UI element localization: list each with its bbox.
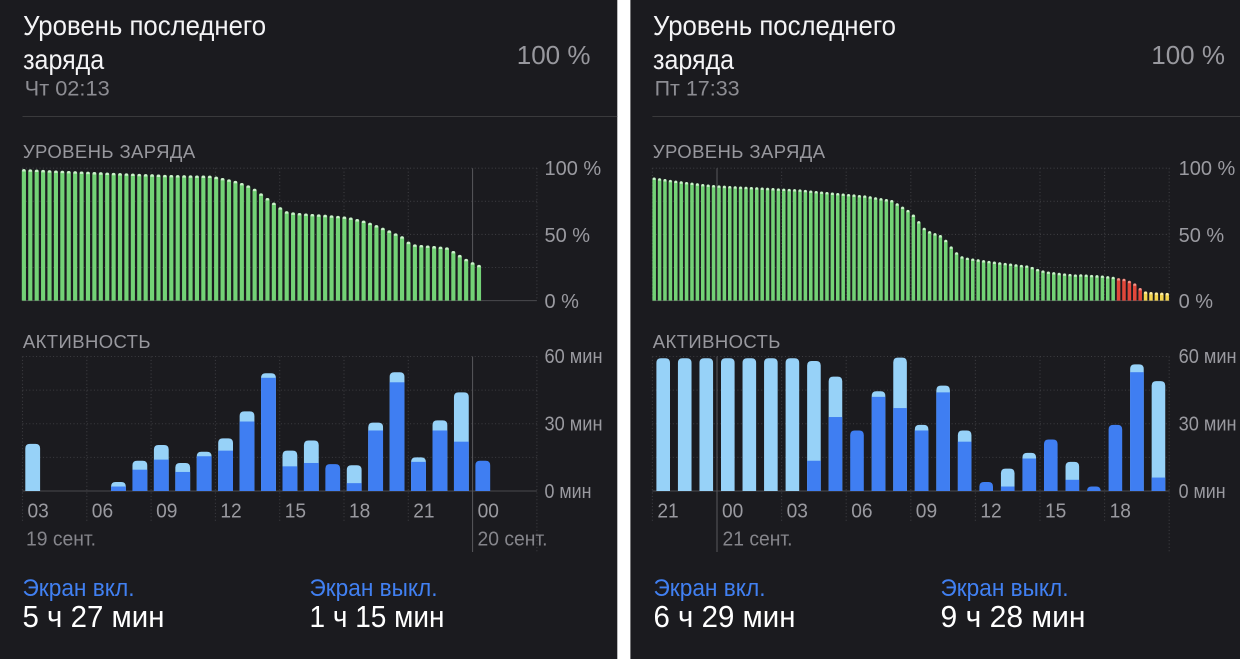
svg-text:Экран вкл.: Экран вкл. (23, 575, 135, 602)
svg-text:АКТИВНОСТЬ: АКТИВНОСТЬ (23, 331, 151, 352)
svg-text:Пт 17:33: Пт 17:33 (655, 78, 740, 101)
svg-text:УРОВЕНЬ ЗАРЯДА: УРОВЕНЬ ЗАРЯДА (653, 141, 826, 162)
svg-text:09: 09 (916, 501, 937, 523)
svg-text:АКТИВНОСТЬ: АКТИВНОСТЬ (653, 331, 781, 352)
svg-text:Экран выкл.: Экран выкл. (941, 575, 1069, 602)
svg-text:Экран выкл.: Экран выкл. (310, 575, 438, 602)
svg-text:00: 00 (722, 501, 743, 523)
svg-text:19 сент.: 19 сент. (26, 529, 96, 551)
svg-text:60 мин: 60 мин (545, 346, 603, 368)
svg-text:5 ч 27 мин: 5 ч 27 мин (23, 600, 165, 634)
svg-text:100 %: 100 % (517, 40, 591, 70)
svg-text:18: 18 (1110, 501, 1131, 523)
svg-text:21: 21 (657, 501, 678, 523)
svg-text:60 мин: 60 мин (1179, 346, 1237, 368)
svg-text:00: 00 (478, 501, 499, 523)
svg-text:20 сент.: 20 сент. (478, 529, 548, 551)
svg-text:6 ч 29 мин: 6 ч 29 мин (654, 600, 796, 634)
svg-text:15: 15 (285, 501, 306, 523)
svg-text:0 мин: 0 мин (545, 481, 592, 503)
svg-text:100 %: 100 % (1151, 40, 1225, 70)
svg-text:заряда: заряда (23, 44, 105, 75)
svg-text:03: 03 (28, 501, 49, 523)
svg-text:0 %: 0 % (1179, 291, 1214, 313)
svg-text:12: 12 (220, 501, 241, 523)
svg-text:30 мин: 30 мин (545, 413, 603, 435)
svg-text:03: 03 (787, 501, 808, 523)
svg-text:18: 18 (349, 501, 370, 523)
svg-text:9 ч 28 мин: 9 ч 28 мин (941, 600, 1086, 634)
svg-text:Экран вкл.: Экран вкл. (654, 575, 766, 602)
svg-text:0 %: 0 % (545, 291, 580, 313)
svg-text:100 %: 100 % (1179, 158, 1236, 180)
svg-text:Чт 02:13: Чт 02:13 (25, 78, 110, 101)
svg-text:50 %: 50 % (545, 225, 591, 247)
svg-text:21 сент.: 21 сент. (723, 529, 793, 551)
svg-text:заряда: заряда (653, 44, 735, 75)
svg-text:12: 12 (980, 501, 1001, 523)
svg-text:06: 06 (851, 501, 872, 523)
svg-text:21: 21 (413, 501, 434, 523)
svg-text:УРОВЕНЬ ЗАРЯДА: УРОВЕНЬ ЗАРЯДА (23, 141, 196, 162)
svg-text:09: 09 (156, 501, 177, 523)
svg-text:50 %: 50 % (1179, 225, 1225, 247)
svg-text:15: 15 (1045, 501, 1066, 523)
svg-text:Уровень последнего: Уровень последнего (23, 10, 266, 41)
svg-text:0 мин: 0 мин (1179, 481, 1226, 503)
svg-text:06: 06 (92, 501, 113, 523)
svg-text:1 ч 15 мин: 1 ч 15 мин (310, 600, 445, 634)
svg-text:30 мин: 30 мин (1179, 413, 1237, 435)
svg-text:Уровень последнего: Уровень последнего (653, 10, 896, 41)
svg-text:100 %: 100 % (545, 158, 602, 180)
